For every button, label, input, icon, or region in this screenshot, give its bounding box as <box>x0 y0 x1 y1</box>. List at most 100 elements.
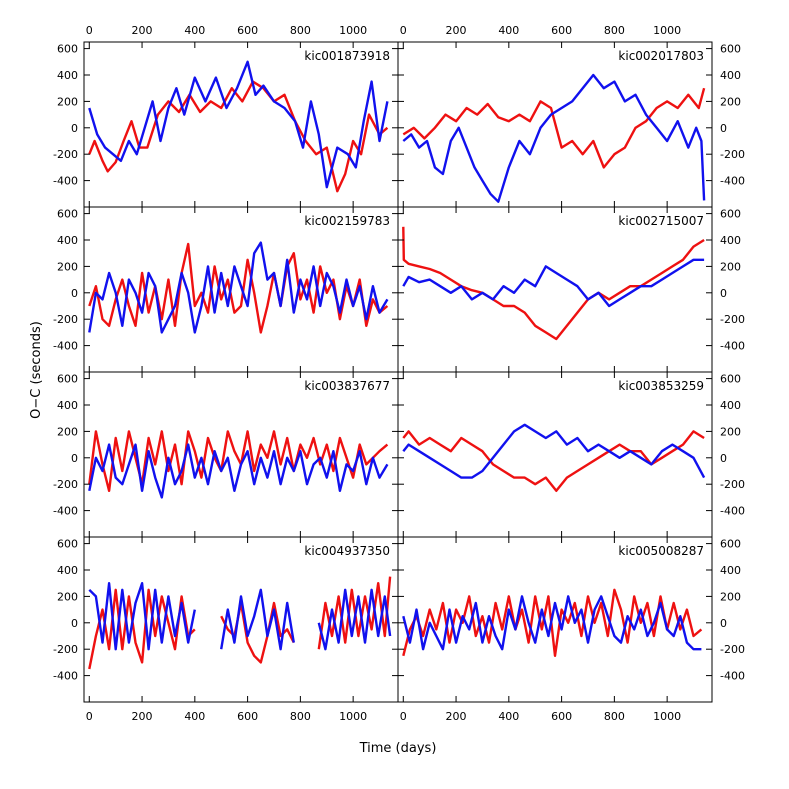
y-tick-label: 400 <box>57 564 78 577</box>
x-tick-label: 400 <box>184 24 205 37</box>
kic003853259-series-red <box>402 430 705 492</box>
y-tick-label: 600 <box>720 43 741 56</box>
y-tick-label: 0 <box>720 617 727 630</box>
y-tick-label: -400 <box>53 175 78 188</box>
kic002159783-series-blue <box>88 241 389 334</box>
y-axis-label: O−C (seconds) <box>29 321 44 419</box>
panel-kic002017803: kic002017803 <box>397 41 713 208</box>
x-tick-label: 600 <box>551 710 572 723</box>
x-tick-label: 600 <box>237 24 258 37</box>
star-label: kic003837677 <box>304 379 390 393</box>
y-tick-label: -200 <box>53 643 78 656</box>
y-tick-label: 200 <box>720 95 741 108</box>
x-tick-label: 600 <box>551 24 572 37</box>
y-tick-label: 400 <box>720 69 741 82</box>
y-tick-label: 200 <box>57 95 78 108</box>
y-tick-label: 400 <box>720 564 741 577</box>
y-tick-label: -400 <box>720 670 745 683</box>
x-tick-label: 1000 <box>653 24 681 37</box>
y-tick-label: 200 <box>720 260 741 273</box>
y-tick-label: 200 <box>720 425 741 438</box>
y-tick-label: -400 <box>720 340 745 353</box>
kic005008287-series-blue <box>402 595 702 651</box>
kic003853259-series-blue <box>402 423 706 479</box>
y-tick-label: 200 <box>57 425 78 438</box>
y-tick-label: -400 <box>53 340 78 353</box>
star-label: kic003853259 <box>618 379 704 393</box>
x-tick-label: 400 <box>498 24 519 37</box>
y-tick-label: -200 <box>720 313 745 326</box>
bottom-x-axis: 0 200 400 600 800 1000 0 200 400 600 800 1000 <box>86 710 681 723</box>
kic001873918-series-red <box>88 80 389 193</box>
y-tick-label: 400 <box>57 234 78 247</box>
y-tick-label: -400 <box>720 505 745 518</box>
y-tick-label: 400 <box>57 399 78 412</box>
x-tick-label: 0 <box>400 24 407 37</box>
y-tick-label: 600 <box>57 538 78 551</box>
kic002017803-series-red <box>402 87 706 169</box>
y-tick-label: -200 <box>53 478 78 491</box>
y-tick-label: 0 <box>71 452 78 465</box>
panel-kic002159783: kic002159783 <box>83 206 399 373</box>
x-tick-label: 600 <box>237 710 258 723</box>
x-tick-label: 200 <box>132 24 153 37</box>
y-tick-label: 400 <box>57 69 78 82</box>
star-label: kic005008287 <box>618 544 704 558</box>
x-tick-label: 1000 <box>339 24 367 37</box>
y-tick-label: 600 <box>57 43 78 56</box>
y-tick-label: 0 <box>71 617 78 630</box>
y-tick-label: 600 <box>720 208 741 221</box>
y-tick-label: 200 <box>720 590 741 603</box>
panel-kic004937350: kic004937350 <box>83 536 399 703</box>
x-tick-label: 400 <box>498 710 519 723</box>
x-tick-label: 200 <box>132 710 153 723</box>
star-label: kic002715007 <box>618 214 704 228</box>
star-label: kic002017803 <box>618 49 704 63</box>
y-tick-label: 600 <box>720 373 741 386</box>
star-label: kic002159783 <box>304 214 390 228</box>
panel-kic003837677: kic003837677 <box>83 371 399 538</box>
x-tick-label: 1000 <box>653 710 681 723</box>
y-tick-label: -200 <box>53 148 78 161</box>
y-tick-label: -200 <box>720 643 745 656</box>
kic003837677-series-blue <box>88 443 389 499</box>
y-tick-label: 600 <box>57 208 78 221</box>
panel-kic005008287: kic005008287 <box>397 536 713 703</box>
x-tick-label: 800 <box>604 24 625 37</box>
panels: kic001873918 kic002017803 kic002159783 kic0… <box>83 41 713 703</box>
star-label: kic001873918 <box>304 49 390 63</box>
y-tick-label: -400 <box>720 175 745 188</box>
y-tick-label: -400 <box>53 670 78 683</box>
left-y-axis: -400 -200 0 200 400 600 -400 -200 0 200 400 600 -400… <box>53 43 78 683</box>
y-tick-label: -200 <box>53 313 78 326</box>
x-tick-label: 800 <box>290 24 311 37</box>
x-tick-label: 0 <box>86 710 93 723</box>
y-tick-label: 200 <box>57 260 78 273</box>
y-tick-label: 600 <box>57 373 78 386</box>
x-tick-label: 0 <box>86 24 93 37</box>
star-label: kic004937350 <box>304 544 390 558</box>
y-tick-label: -400 <box>53 505 78 518</box>
y-tick-label: 400 <box>720 234 741 247</box>
x-tick-label: 800 <box>290 710 311 723</box>
kic002715007-series-blue <box>402 258 705 308</box>
x-tick-label: 0 <box>400 710 407 723</box>
x-tick-label: 1000 <box>339 710 367 723</box>
kic002715007-series-red <box>402 226 705 341</box>
y-tick-label: 200 <box>57 590 78 603</box>
x-tick-label: 200 <box>446 710 467 723</box>
x-tick-label: 800 <box>604 710 625 723</box>
y-tick-label: 0 <box>720 122 727 135</box>
y-tick-label: 0 <box>71 287 78 300</box>
x-axis-label: Time (days) <box>359 741 437 756</box>
top-x-axis: 0 200 400 600 800 1000 0 200 400 600 800 1000 <box>86 24 681 37</box>
y-tick-label: 0 <box>720 287 727 300</box>
right-y-axis: -400 -200 0 200 400 600 -400 -200 0 200 400 600 -400… <box>720 43 745 683</box>
x-tick-label: 400 <box>184 710 205 723</box>
y-tick-label: 600 <box>720 538 741 551</box>
kic001873918-series-blue <box>88 60 389 189</box>
panel-frame <box>397 536 713 703</box>
y-tick-label: -200 <box>720 148 745 161</box>
y-tick-label: 0 <box>720 452 727 465</box>
